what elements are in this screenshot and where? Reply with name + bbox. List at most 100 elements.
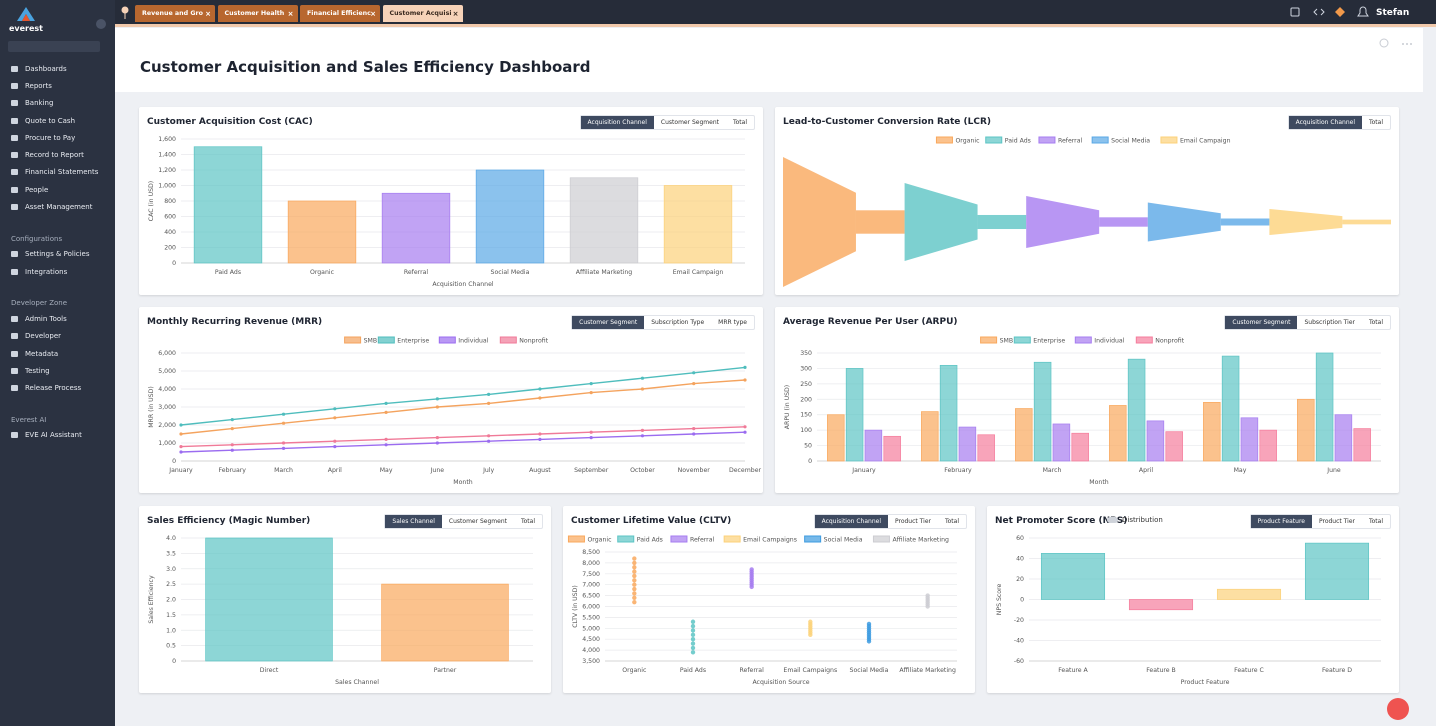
legend-label: SMB <box>364 338 378 345</box>
bar <box>287 200 357 264</box>
toggle-button[interactable]: Acquisition Channel <box>580 116 654 129</box>
nav-item[interactable]: EVE AI Assistant <box>11 427 111 444</box>
nav-icon <box>11 100 18 107</box>
tab-label: Financial Efficienc <box>307 10 371 17</box>
tab-close[interactable]: × <box>205 9 211 18</box>
y-tick-label: 1,600 <box>158 136 176 143</box>
x-tick-label: Feature D <box>1322 667 1352 674</box>
logo[interactable]: everest <box>6 6 46 33</box>
x-tick-label: Paid Ads <box>215 269 241 276</box>
point <box>384 401 388 405</box>
toggle-button[interactable]: Customer Segment <box>1225 316 1298 329</box>
toggle-button[interactable]: MRR type <box>718 319 747 326</box>
point <box>743 378 747 382</box>
y-tick-label: 6,000 <box>582 604 600 611</box>
tab[interactable]: Revenue and Gro × <box>135 5 215 22</box>
point <box>281 421 286 425</box>
nav-item[interactable]: Release Process <box>11 379 111 396</box>
nav-item[interactable]: Asset Management <box>11 198 111 215</box>
tab[interactable]: Customer Acquisi × <box>382 5 463 22</box>
y-tick-label: 40 <box>1016 556 1024 563</box>
nav-item[interactable]: Quote to Cash <box>11 112 111 129</box>
chart-card: Net Promoter Score (NPS) Distribution Prod… <box>987 506 1399 693</box>
bar <box>921 411 939 462</box>
toggle-button[interactable]: Subscription Type <box>651 319 705 326</box>
toggle-button[interactable]: Customer Segment <box>660 119 719 126</box>
y-tick-label: 800 <box>164 198 176 205</box>
point <box>808 619 813 624</box>
nav-icon <box>11 152 18 159</box>
tab-close[interactable]: × <box>370 9 376 18</box>
tab-close[interactable]: × <box>452 9 459 18</box>
pin-icon[interactable] <box>118 4 132 24</box>
toggle-button[interactable]: Total <box>1368 518 1383 525</box>
nav-label: Testing <box>25 366 50 375</box>
tab[interactable]: Customer Health × <box>217 5 298 22</box>
nav-item[interactable]: People <box>11 181 111 198</box>
toggle-button[interactable]: Product Feature <box>1250 515 1312 528</box>
funnel-stage <box>1026 196 1100 248</box>
nav-item[interactable]: Banking <box>11 95 111 112</box>
legend-swatch <box>344 336 362 344</box>
search-box[interactable] <box>8 41 100 52</box>
icon[interactable] <box>1335 7 1345 17</box>
nav-item[interactable]: Record to Report <box>11 146 111 163</box>
chart-title: Lead-to-Customer Conversion Rate (LCR) <box>783 117 992 127</box>
toggle-button[interactable]: Product Tier <box>894 518 931 525</box>
toggle-button[interactable]: Total <box>732 119 747 126</box>
x-tick-label: March <box>1043 467 1062 474</box>
toggle-button[interactable]: Acquisition Channel <box>1288 116 1362 129</box>
nav-icon <box>11 350 18 357</box>
x-tick-label: August <box>529 467 551 474</box>
icon[interactable] <box>1357 6 1369 17</box>
toggle-button[interactable]: Total <box>1368 319 1383 326</box>
legend-label: Individual <box>458 338 488 345</box>
toggle-button[interactable]: Product Tier <box>1318 518 1355 525</box>
nav-item[interactable]: Reports <box>11 77 111 94</box>
legend-swatch <box>723 535 741 543</box>
point <box>632 578 637 583</box>
icon[interactable] <box>1290 7 1300 17</box>
toggle-switch[interactable]: Distribution <box>1107 516 1163 524</box>
y-tick-label: 5,500 <box>582 614 600 621</box>
collapse-button[interactable] <box>96 19 106 29</box>
tab[interactable]: Financial Efficienc × <box>300 5 380 22</box>
nav-item[interactable]: Procure to Pay <box>11 129 111 146</box>
legend-label: Individual <box>1094 338 1124 345</box>
toggle-button[interactable]: Total <box>1368 119 1383 126</box>
toggle-button[interactable]: Total <box>944 518 959 525</box>
point <box>589 391 593 395</box>
y-axis-label: Sales Efficiency <box>148 575 155 624</box>
icon[interactable] <box>1313 8 1325 16</box>
toggle-button[interactable]: Acquisition Channel <box>814 515 888 528</box>
nav-icon <box>11 432 18 439</box>
toggle-button[interactable]: Subscription Tier <box>1304 319 1355 326</box>
nav-item[interactable]: Testing <box>11 362 111 379</box>
nav-item[interactable]: Integrations <box>11 263 111 280</box>
segmented-control: Sales Channel Customer Segment Total <box>384 514 543 529</box>
nav-item[interactable]: Settings & Policies <box>11 246 111 263</box>
user-menu[interactable]: Stefan <box>1376 8 1410 18</box>
bar <box>475 169 545 264</box>
point <box>333 445 337 449</box>
nav-item[interactable]: Financial Statements <box>11 164 111 181</box>
nav-item[interactable]: Metadata <box>11 345 111 362</box>
logo-text: everest <box>8 24 44 33</box>
bar <box>1015 408 1033 462</box>
legend-label: Social Media <box>1111 138 1150 145</box>
nav-item[interactable]: Admin Tools <box>11 310 111 327</box>
bar <box>1240 417 1259 462</box>
nav-icon <box>11 65 18 72</box>
nav-icon <box>11 268 18 275</box>
toggle-button[interactable]: Total <box>520 518 535 525</box>
y-tick-label: 150 <box>800 412 812 419</box>
tab-close[interactable]: × <box>287 9 294 18</box>
toggle-button[interactable]: Sales Channel <box>385 515 442 528</box>
funnel-connector <box>1220 218 1270 226</box>
toggle-button[interactable]: Customer Segment <box>572 316 645 329</box>
point <box>690 619 696 624</box>
chat-button[interactable] <box>1387 698 1409 720</box>
nav-item[interactable]: Dashboards <box>11 60 111 77</box>
nav-item[interactable]: Developer <box>11 328 111 345</box>
toggle-button[interactable]: Customer Segment <box>448 518 507 525</box>
